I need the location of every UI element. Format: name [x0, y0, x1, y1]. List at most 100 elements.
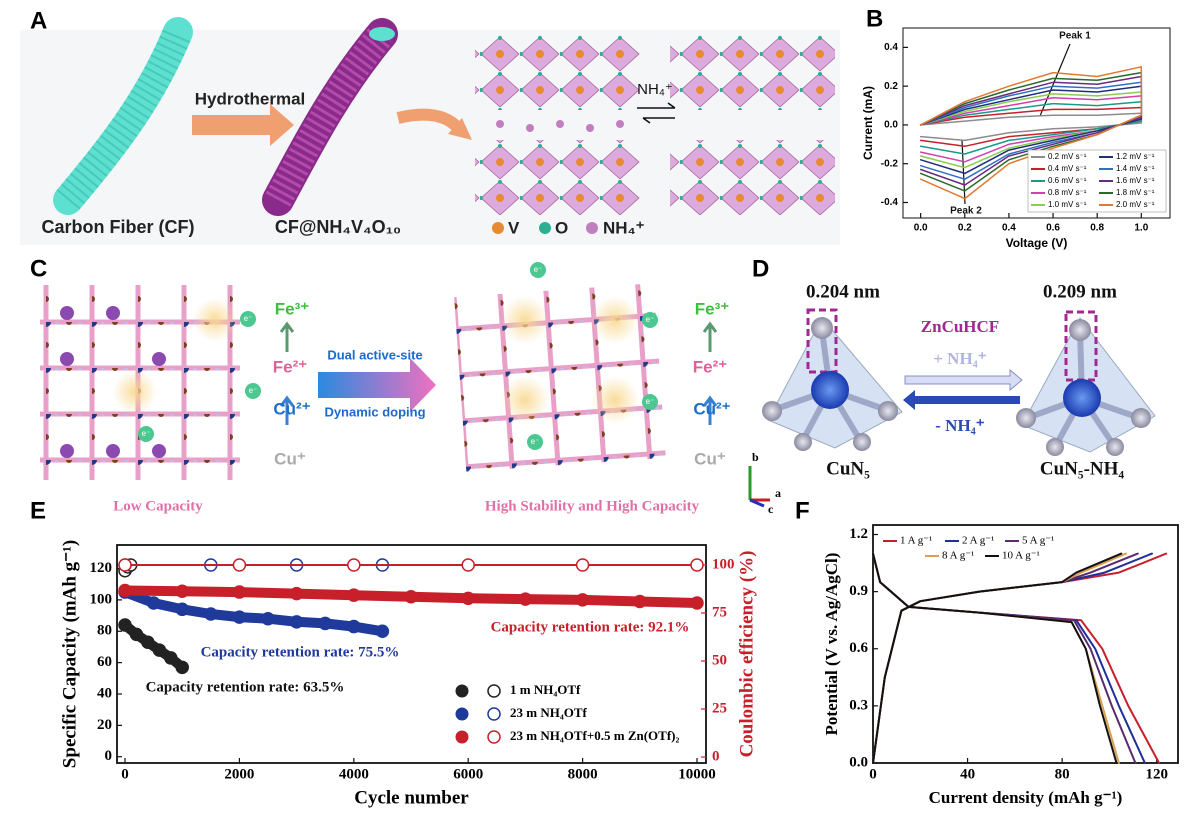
crystal-layer: [475, 35, 640, 110]
x-tick-label: 0.2: [958, 223, 972, 234]
active-site: [501, 376, 549, 424]
axis-letter: c: [768, 502, 774, 516]
fiber-label: Carbon Fiber (CF): [42, 217, 195, 237]
atom: [1106, 438, 1124, 456]
panel-label: D: [752, 255, 769, 282]
legend-label: 1.8 mV s⁻¹: [1116, 188, 1155, 197]
y-tick-label: 60: [97, 654, 112, 670]
scatter-point: [461, 558, 475, 572]
y2-axis-title: Coulombic efficiency (%): [736, 551, 757, 758]
legend-label: 1.6 mV s⁻¹: [1116, 176, 1155, 185]
process-arrow: [192, 104, 294, 146]
axis-letter: b: [752, 450, 759, 464]
ion-label: Cu²⁺: [693, 399, 730, 418]
scatter-point: [690, 596, 704, 610]
annotation: Peak 1: [1059, 31, 1091, 42]
scatter-point: [575, 558, 590, 572]
transform-arrow: [318, 358, 436, 412]
scatter-point: [175, 584, 189, 599]
active-site: [591, 296, 639, 344]
scatter-point: [347, 619, 361, 634]
atom: [811, 317, 833, 339]
panel-label: B: [866, 5, 883, 32]
legend-label: 1.4 mV s⁻¹: [1116, 164, 1155, 173]
ammonium-ions: [496, 120, 624, 132]
y-axis-title: Potential (V vs. Ag/AgCl): [822, 553, 841, 736]
x-tick-label: 10000: [678, 766, 716, 782]
peak-pointer: [961, 139, 966, 205]
x-tick-label: 2000: [224, 766, 254, 782]
x-tick-label: 40: [960, 766, 975, 782]
electron-label: e⁻: [244, 314, 253, 323]
electron-label: e⁻: [531, 437, 540, 446]
bonds: [1025, 329, 1141, 449]
x-tick-label: 6000: [453, 766, 483, 782]
atom: [1016, 408, 1036, 428]
x-axis-title: Current density (mAh g⁻¹): [929, 788, 1123, 807]
scatter-point: [129, 627, 144, 642]
scatter-point: [289, 615, 304, 629]
product-label: CF@NH₄V₄O₁₀: [275, 217, 401, 237]
legend-label: 2 A g⁻¹: [962, 535, 994, 547]
scatter-band: [120, 587, 388, 637]
insert-arrow: [904, 368, 1023, 392]
electron-label: e⁻: [142, 429, 151, 438]
active-site: [591, 376, 639, 424]
panel-label: F: [795, 497, 810, 524]
y-tick-label: 0: [105, 748, 113, 764]
atom: [853, 433, 871, 451]
legend-box: [1027, 149, 1167, 213]
x-tick-label: 0: [869, 766, 877, 782]
atom: [1069, 319, 1091, 341]
panel-d: 0.204 nm 0.209 nm ZnCuHCF + NH₄⁺ - NH₄⁺ …: [748, 281, 1156, 516]
x-tick-label: 0.6: [1046, 223, 1060, 234]
atom: [1046, 438, 1064, 456]
electron-label: e⁻: [646, 397, 655, 406]
coating-texture: [265, 25, 393, 207]
exchange-label: NH₄⁺: [637, 81, 673, 98]
y-tick-label: 20: [97, 717, 112, 733]
electron-label: e⁻: [534, 265, 543, 274]
active-site: [501, 296, 549, 344]
active-site: [193, 298, 237, 342]
atom: [1131, 408, 1151, 428]
insert-label: + NH₄⁺: [933, 349, 987, 368]
extract-arrow: [903, 390, 1020, 410]
scatter-point: [175, 602, 189, 617]
ion-arrow: [702, 321, 718, 352]
legend-marker: [455, 730, 469, 744]
process-label: Hydrothermal: [195, 89, 306, 108]
ions: [60, 306, 166, 458]
legend-label: 8 A g⁻¹: [942, 550, 974, 562]
legend-marker: [492, 222, 504, 234]
legend-label: NH₄⁺: [603, 218, 645, 237]
legend-marker: [487, 707, 501, 721]
electrons: e⁻ e⁻ e⁻ e⁻ e⁻ e⁻ e⁻: [138, 262, 658, 450]
scatter-point: [347, 588, 361, 602]
scatter-point: [575, 593, 590, 607]
panel-a: Carbon Fiber (CF) Hydrothermal CF@NH₄V₄O…: [20, 17, 840, 245]
legend-label: 2.0 mV s⁻¹: [1116, 200, 1155, 209]
electron-label: e⁻: [249, 386, 258, 395]
scatter-point: [375, 624, 390, 639]
y-axis-title: Specific Capacity (mAh g⁻¹): [59, 540, 80, 768]
legend-marker: [539, 222, 551, 234]
annotation: Capacity retention rate: 63.5%: [146, 679, 345, 695]
active-site: [113, 370, 157, 414]
ion-label: Cu⁺: [694, 449, 726, 468]
legend-label: V: [508, 218, 520, 237]
legend-marker: [455, 707, 469, 721]
y2-tick-label: 25: [712, 700, 727, 716]
bond-length: 0.209 nm: [1043, 281, 1117, 302]
fiber-texture: [56, 26, 192, 210]
y2-tick-label: 50: [712, 652, 727, 668]
y2-tick-label: 0: [712, 748, 720, 764]
material-label: ZnCuHCF: [921, 317, 999, 336]
y-tick-label: 120: [90, 560, 113, 576]
scatter-point: [404, 590, 418, 604]
y2-tick-label: 75: [712, 604, 727, 620]
electron-label: e⁻: [646, 315, 655, 324]
legend-label: O: [555, 218, 568, 237]
legend-label: 23 m NH₄OTf: [510, 705, 588, 720]
x-tick-label: 1.0: [1134, 223, 1148, 234]
